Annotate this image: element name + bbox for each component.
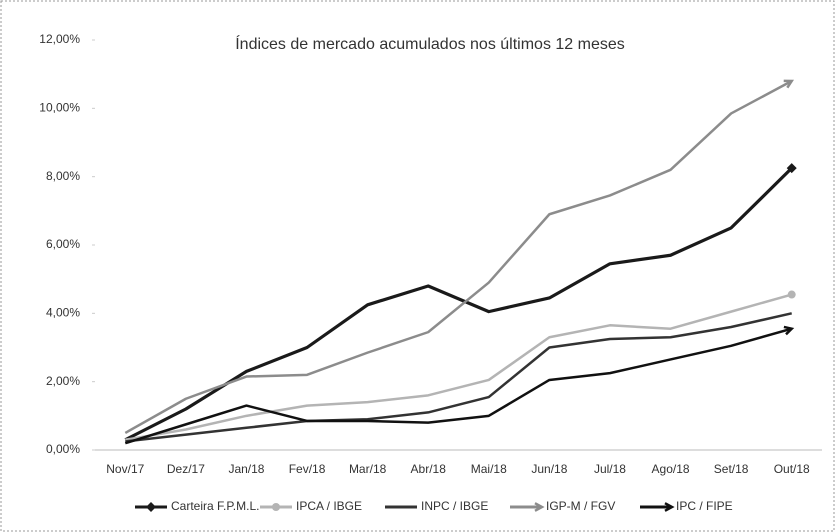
x-tick-label: Ago/18: [652, 462, 690, 476]
y-tick-label: 4,00%: [46, 306, 80, 320]
series-line: [124, 327, 793, 445]
x-tick-label: Set/18: [714, 462, 749, 476]
legend-label: IPC / FIPE: [676, 499, 733, 513]
chart-title: Índices de mercado acumulados nos último…: [235, 34, 625, 53]
series-line: [124, 166, 793, 442]
marker: [783, 325, 795, 336]
x-tick-label: Dez/17: [167, 462, 205, 476]
y-tick-label: 8,00%: [46, 169, 80, 183]
x-tick-label: Out/18: [774, 462, 810, 476]
y-tick-label: 2,00%: [46, 374, 80, 388]
y-tick-label: 6,00%: [46, 237, 80, 251]
series-line: [125, 293, 793, 441]
legend-label: Carteira F.P.M.L.: [171, 499, 259, 513]
x-tick-label: Fev/18: [289, 462, 326, 476]
y-tick-label: 12,00%: [39, 32, 80, 46]
x-tick-label: Mai/18: [471, 462, 507, 476]
x-tick-label: Nov/17: [106, 462, 144, 476]
marker: [783, 79, 795, 89]
legend-label: IPCA / IBGE: [296, 499, 362, 513]
marker: [664, 502, 675, 512]
series-line: [125, 312, 792, 443]
y-tick-label: 0,00%: [46, 442, 80, 456]
y-tick-label: 10,00%: [39, 101, 80, 115]
marker: [786, 163, 797, 174]
x-tick-label: Abr/18: [411, 462, 447, 476]
marker: [787, 290, 796, 299]
x-tick-label: Mar/18: [349, 462, 387, 476]
series-line: [124, 79, 793, 435]
marker: [534, 502, 545, 512]
x-tick-label: Jan/18: [228, 462, 264, 476]
marker: [272, 503, 280, 511]
x-tick-label: Jul/18: [594, 462, 626, 476]
x-tick-label: Jun/18: [531, 462, 567, 476]
legend-label: INPC / IBGE: [421, 499, 488, 513]
marker: [146, 502, 156, 512]
legend-label: IGP-M / FGV: [546, 499, 615, 513]
